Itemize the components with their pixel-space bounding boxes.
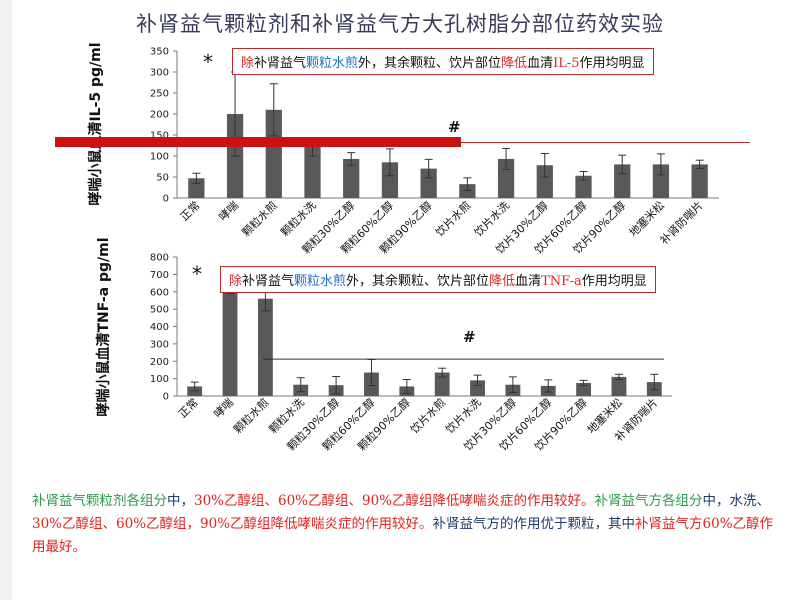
category-label: 颗粒水煎 <box>231 395 272 436</box>
bar <box>470 380 485 396</box>
y-axis-label-2: 哮喘小鼠血清TNF-a pg/ml <box>95 237 112 416</box>
bar <box>434 372 450 396</box>
category-label: 正常 <box>178 199 203 224</box>
y-tick-label: 300 <box>150 339 169 350</box>
y-tick-label: 100 <box>150 152 169 163</box>
bar <box>459 184 476 198</box>
y-tick-label: 500 <box>150 305 169 316</box>
callout-tnf-part7: TNF-a <box>541 274 582 289</box>
bar <box>304 146 321 198</box>
y-tick-label: 0 <box>163 194 169 205</box>
category-label: 正常 <box>176 396 201 421</box>
y-tick-label: 150 <box>150 131 169 142</box>
y-tick-label: 200 <box>150 357 169 368</box>
y-tick-label: 700 <box>150 270 169 281</box>
callout-il5-part6: 血清 <box>527 56 554 71</box>
summary-s2: 中， <box>167 493 194 509</box>
callout-tnf: 除补肾益气颗粒水煎外，其余颗粒、饮片部位降低血清TNF-a作用均明显 <box>220 266 656 293</box>
callout-il5-part8: 作用均明显 <box>579 56 645 71</box>
callout-il5-part2: 补肾益气 <box>254 56 307 71</box>
callout-il5-part1: 除 <box>241 56 255 71</box>
significance-hash-2: # <box>463 328 476 346</box>
callout-il5-part4: 外，其余颗粒、饮片部位 <box>358 56 502 71</box>
y-tick-label: 400 <box>150 322 169 333</box>
bar <box>381 162 399 198</box>
callout-tnf-part1: 除 <box>229 274 243 289</box>
summary-s4: 补肾益气方各组分 <box>594 493 703 509</box>
summary-s5: 中，水洗、 <box>702 493 771 509</box>
callout-tnf-part6: 血清 <box>515 274 542 289</box>
category-label: 饮片水煎 <box>407 395 448 436</box>
y-axis-label-1: 哮喘小鼠血清IL-5 pg/ml <box>87 42 104 205</box>
y-tick-label: 100 <box>150 374 169 385</box>
bar <box>188 178 205 198</box>
summary-s3: 30%乙醇组、60%乙醇组、90%乙醇组降低哮喘炎症的作用较好。 <box>194 493 595 509</box>
y-tick-label: 350 <box>150 47 169 58</box>
bar <box>691 164 708 198</box>
decorative-red-band <box>55 137 461 147</box>
y-tick-label: 600 <box>150 287 169 298</box>
callout-tnf-part8: 作用均明显 <box>581 274 647 289</box>
callout-tnf-part5: 降低 <box>489 274 516 289</box>
summary-text: 补肾益气颗粒剂各组分中，30%乙醇组、60%乙醇组、90%乙醇组降低哮喘炎症的作… <box>32 490 782 559</box>
category-label: 颗粒水洗 <box>278 198 319 239</box>
y-tick-label: 0 <box>163 392 169 403</box>
category-label: 地塞米松 <box>626 198 667 239</box>
callout-il5-part3: 颗粒水煎 <box>306 56 359 71</box>
significance-star-1: * <box>203 50 213 74</box>
bar <box>420 168 437 198</box>
category-label: 饮片水煎 <box>432 198 473 239</box>
y-tick-label: 50 <box>156 173 169 184</box>
y-tick-label: 200 <box>150 110 169 121</box>
bar <box>614 164 631 198</box>
slide-title: 补肾益气颗粒剂和补肾益气方大孔树脂分部位药效实验 <box>136 12 664 36</box>
bar <box>222 283 238 396</box>
bar <box>611 376 627 396</box>
significance-hash-1: # <box>448 118 461 136</box>
summary-s7: 补肾益气方 <box>432 516 501 532</box>
summary-s6: 30%乙醇组、60%乙醇组，90%乙醇组降低哮喘炎症的作用较好。 <box>32 516 433 532</box>
bar <box>575 175 592 198</box>
bar <box>536 165 553 198</box>
callout-il5-part5: 降低 <box>501 56 528 71</box>
summary-s1: 补肾益气颗粒剂各组分 <box>32 493 167 509</box>
callout-il5-part7: IL-5 <box>553 56 580 71</box>
callout-tnf-part2: 补肾益气 <box>242 274 295 289</box>
category-label: 颗粒水煎 <box>239 198 280 239</box>
summary-s8: 的作用优于颗粒，其中 <box>500 516 636 532</box>
significance-star-2: * <box>192 262 202 286</box>
callout-il5: 除补肾益气颗粒水煎外，其余颗粒、饮片部位降低血清IL-5作用均明显 <box>232 48 654 75</box>
bar <box>257 298 273 396</box>
bar <box>497 158 515 198</box>
callout-tnf-part3: 颗粒水煎 <box>294 274 347 289</box>
slide-edge-bar <box>0 0 12 600</box>
bar <box>343 158 360 198</box>
bar <box>576 382 592 396</box>
category-label: 哮喘 <box>216 199 241 224</box>
summary-s9: 补肾益气方60%乙醇作用最好。 <box>32 516 774 555</box>
y-tick-label: 250 <box>150 89 169 100</box>
callout-tnf-part4: 外，其余颗粒、饮片部位 <box>346 274 490 289</box>
category-label: 哮喘 <box>211 396 236 421</box>
bar <box>652 164 670 198</box>
y-tick-label: 800 <box>150 253 169 264</box>
bar <box>265 109 282 198</box>
y-tick-label: 300 <box>150 68 169 79</box>
